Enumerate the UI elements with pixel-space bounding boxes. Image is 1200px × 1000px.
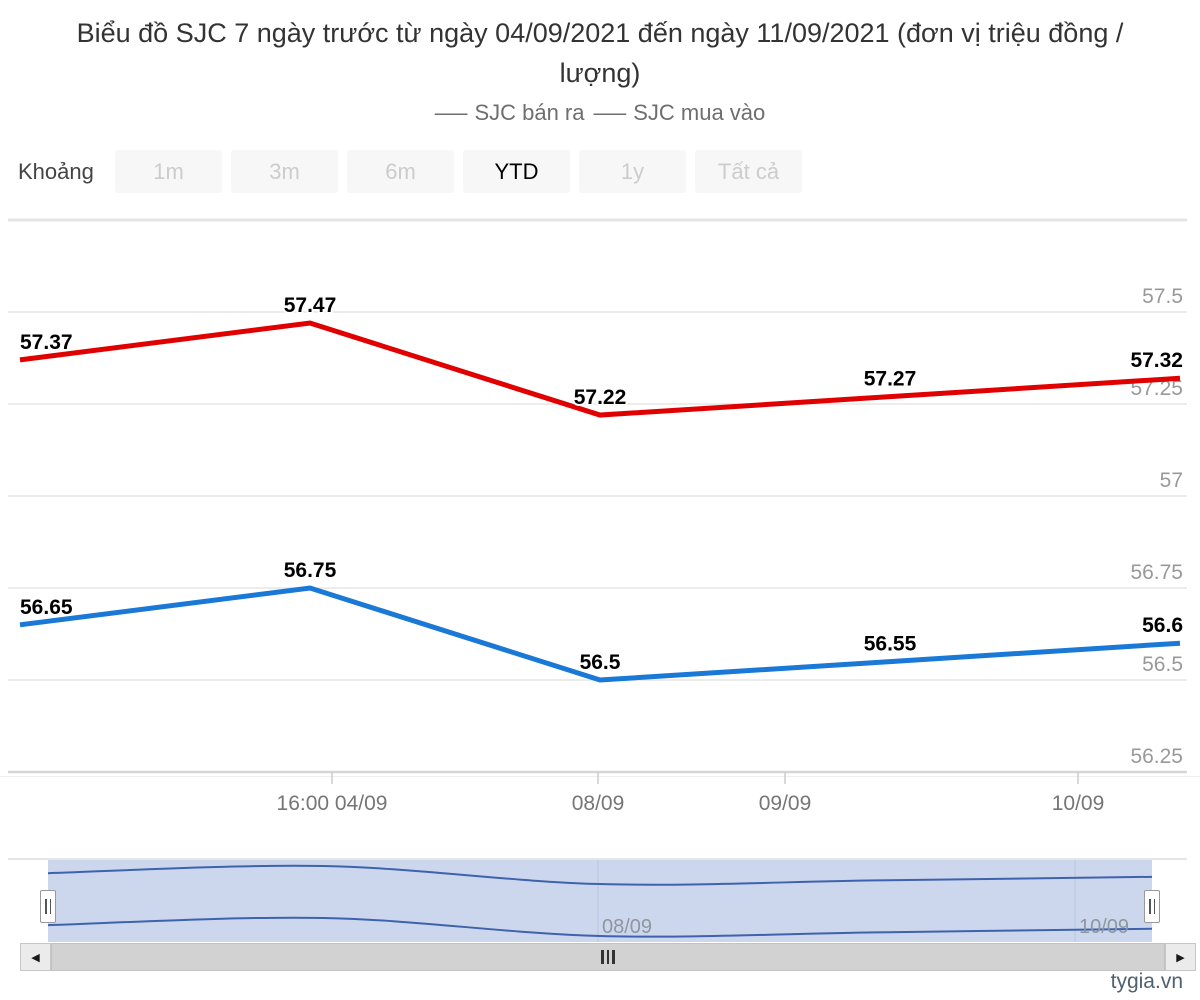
range-selector-label: Khoảng <box>18 158 94 184</box>
range-button-6m[interactable]: 6m <box>347 150 454 193</box>
series-line-mua-vao[interactable] <box>19 585 1181 683</box>
x-axis-label: 09/09 <box>759 792 812 815</box>
range-button-1y[interactable]: 1y <box>579 150 686 193</box>
scrollbar-grip-icon <box>601 950 604 964</box>
y-axis-label: 56.5 <box>1142 653 1183 676</box>
navigator-handle-left[interactable] <box>40 890 56 923</box>
range-button-all[interactable]: Tất cả <box>695 150 802 193</box>
x-axis-label: 08/09 <box>572 792 625 815</box>
navigator-axis-label: 08/09 <box>602 916 652 938</box>
scrollbar-right-arrow-icon[interactable]: ▶ <box>1165 943 1196 971</box>
legend-dash-icon: ––– <box>593 100 627 125</box>
x-axis-label: 10/09 <box>1052 792 1105 815</box>
navigator-axis-label: 10/09 <box>1079 916 1129 938</box>
y-axis-label: 56.25 <box>1130 745 1183 768</box>
plot-top-border <box>8 218 1187 222</box>
page-title: Biểu đồ SJC 7 ngày trước từ ngày 04/09/2… <box>76 18 1124 88</box>
data-label: 57.27 <box>864 368 917 391</box>
legend: ––– SJC bán ra ––– SJC mua vào <box>0 100 1200 126</box>
data-label: 56.5 <box>580 651 621 674</box>
y-axis-label: 57.5 <box>1142 285 1183 308</box>
data-label: 57.32 <box>1130 349 1183 372</box>
data-label: 56.6 <box>1142 614 1183 637</box>
x-axis-label: 16:00 04/09 <box>277 792 388 815</box>
y-axis-label: 57 <box>1160 469 1183 492</box>
legend-dash-icon: ––– <box>434 100 468 125</box>
range-button-1m[interactable]: 1m <box>115 150 222 193</box>
scrollbar: ◀ ▶ <box>20 943 1196 971</box>
scrollbar-left-arrow-icon[interactable]: ◀ <box>20 943 51 971</box>
navigator-mask[interactable] <box>48 860 1152 942</box>
navigator-series-mua-vao <box>47 916 1153 938</box>
data-label: 56.75 <box>284 559 337 582</box>
navigator-handle-right[interactable] <box>1144 890 1160 923</box>
y-axis-label: 56.75 <box>1130 561 1183 584</box>
legend-item-mua-vao[interactable]: SJC mua vào <box>633 100 766 125</box>
scrollbar-thumb[interactable] <box>51 943 1165 971</box>
data-label: 57.37 <box>20 331 73 354</box>
navigator-series-ban-ra <box>47 864 1153 886</box>
legend-item-ban-ra[interactable]: SJC bán ra <box>474 100 585 125</box>
range-button-3m[interactable]: 3m <box>231 150 338 193</box>
data-label: 57.22 <box>574 386 627 409</box>
data-label: 56.65 <box>20 596 73 619</box>
range-button-ytd[interactable]: YTD <box>463 150 570 193</box>
range-selector: Khoảng 1m 3m 6m YTD 1y Tất cả <box>18 150 802 193</box>
series-line-ban-ra[interactable] <box>19 320 1181 418</box>
watermark[interactable]: tygia.vn <box>1110 970 1183 993</box>
data-label: 57.47 <box>284 294 337 317</box>
data-label: 56.55 <box>864 633 917 656</box>
